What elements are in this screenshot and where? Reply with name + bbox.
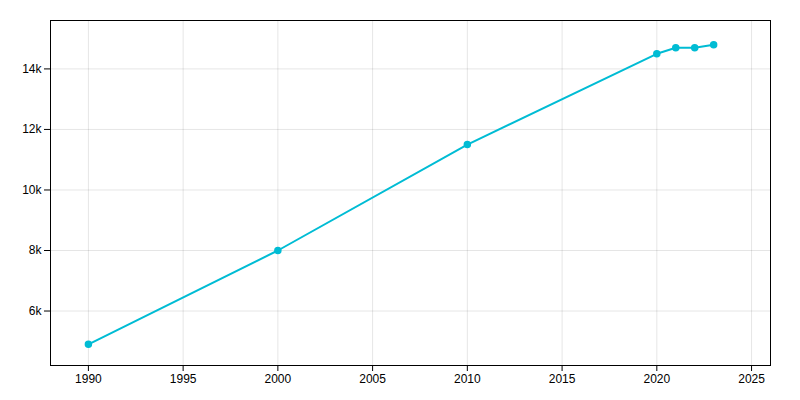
- svg-text:2000: 2000: [265, 372, 292, 386]
- svg-text:14k: 14k: [22, 62, 42, 76]
- svg-text:1995: 1995: [170, 372, 197, 386]
- svg-text:1990: 1990: [75, 372, 102, 386]
- svg-text:2020: 2020: [643, 372, 670, 386]
- svg-text:2025: 2025: [738, 372, 765, 386]
- svg-text:2010: 2010: [454, 372, 481, 386]
- svg-text:10k: 10k: [22, 183, 42, 197]
- svg-text:6k: 6k: [29, 304, 43, 318]
- svg-text:2005: 2005: [359, 372, 386, 386]
- svg-text:8k: 8k: [29, 243, 43, 257]
- svg-text:2015: 2015: [549, 372, 576, 386]
- svg-text:12k: 12k: [22, 122, 42, 136]
